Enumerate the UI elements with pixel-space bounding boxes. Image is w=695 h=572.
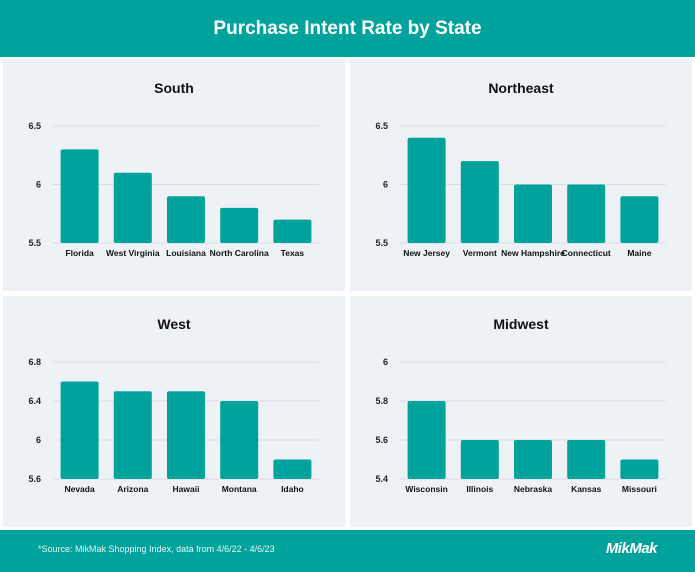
y-tick-label: 6 bbox=[36, 435, 41, 445]
x-category-label: Idaho bbox=[281, 484, 304, 494]
chart-title: Northeast bbox=[488, 80, 554, 96]
x-category-label: Kansas bbox=[571, 484, 602, 494]
y-tick-label: 6.5 bbox=[28, 121, 41, 131]
x-category-label: Wisconsin bbox=[405, 484, 447, 494]
x-category-label: North Carolina bbox=[210, 248, 269, 258]
y-tick-label: 6.8 bbox=[28, 357, 41, 367]
y-tick-label: 6 bbox=[383, 357, 388, 367]
y-tick-label: 6.4 bbox=[28, 396, 41, 406]
x-category-label: Nebraska bbox=[514, 484, 553, 494]
chart-south: South 5.5 6 6.5 Florida West Virginia Louisian… bbox=[28, 80, 319, 258]
bar bbox=[567, 184, 606, 243]
x-category-label: Texas bbox=[281, 248, 305, 258]
y-tick-label: 5.6 bbox=[375, 435, 388, 445]
x-category-label: Florida bbox=[65, 248, 94, 258]
y-tick-label: 5.8 bbox=[375, 396, 388, 406]
bar bbox=[220, 207, 259, 243]
y-tick-label: 5.6 bbox=[28, 474, 41, 484]
x-category-label: Arizona bbox=[117, 484, 148, 494]
x-category-label: Hawaii bbox=[173, 484, 200, 494]
bar bbox=[407, 401, 446, 479]
x-category-label: Nevada bbox=[64, 484, 95, 494]
bar bbox=[273, 219, 312, 243]
bar bbox=[60, 381, 99, 479]
bar bbox=[620, 459, 659, 479]
page-title: Purchase Intent Rate by State bbox=[213, 17, 482, 39]
x-category-label: Louisiana bbox=[166, 248, 206, 258]
page-header: Purchase Intent Rate by State bbox=[0, 0, 695, 57]
source-note: *Source: MikMak Shopping Index, data fro… bbox=[38, 544, 275, 554]
bar bbox=[220, 401, 259, 479]
chart-midwest: Midwest 5.4 5.6 5.8 6 Wisconsin Illinois Nebras… bbox=[375, 316, 666, 494]
mikmak-logo: MikMak bbox=[605, 540, 658, 557]
chart-title: Midwest bbox=[493, 316, 549, 332]
chart-title: South bbox=[154, 80, 194, 96]
x-category-label: Connecticut bbox=[562, 248, 611, 258]
chart-title: West bbox=[157, 316, 191, 332]
x-category-label: Maine bbox=[627, 248, 651, 258]
y-tick-label: 6 bbox=[383, 180, 388, 190]
bar bbox=[113, 172, 152, 243]
bar bbox=[567, 440, 606, 479]
x-category-label: Montana bbox=[222, 484, 257, 494]
chart-northeast: Northeast 5.5 6 6.5 New Jersey Vermont New Ham… bbox=[375, 80, 666, 258]
y-tick-label: 5.4 bbox=[375, 474, 388, 484]
y-tick-label: 5.5 bbox=[28, 238, 41, 248]
y-tick-label: 6.5 bbox=[375, 121, 388, 131]
page-footer: *Source: MikMak Shopping Index, data fro… bbox=[0, 530, 695, 572]
x-category-label: West Virginia bbox=[106, 248, 160, 258]
bar bbox=[167, 391, 205, 479]
x-category-label: Vermont bbox=[463, 248, 497, 258]
bar bbox=[514, 184, 552, 243]
x-category-label: New Hampshire bbox=[501, 248, 565, 258]
bar bbox=[460, 161, 499, 243]
panel-divider-horizontal bbox=[0, 291, 695, 296]
x-category-label: New Jersey bbox=[403, 248, 450, 258]
bar bbox=[113, 391, 152, 479]
bar bbox=[273, 459, 312, 479]
y-tick-label: 6 bbox=[36, 180, 41, 190]
bar bbox=[60, 149, 99, 243]
bar bbox=[407, 137, 446, 243]
bar bbox=[514, 440, 552, 479]
chart-west: West 5.6 6 6.4 6.8 Nevada Arizona Hawaii Montana… bbox=[28, 316, 319, 494]
x-category-label: Missouri bbox=[622, 484, 657, 494]
bar bbox=[460, 440, 499, 479]
bar bbox=[167, 196, 205, 243]
bar bbox=[620, 196, 659, 243]
y-tick-label: 5.5 bbox=[375, 238, 388, 248]
x-category-label: Illinois bbox=[466, 484, 493, 494]
